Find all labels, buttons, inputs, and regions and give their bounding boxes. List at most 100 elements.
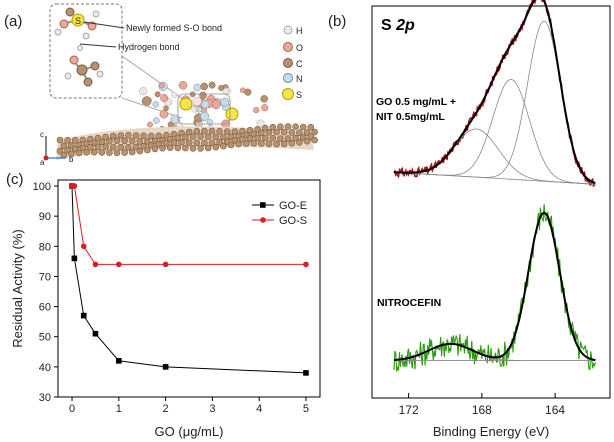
adsorbate-atom	[220, 97, 230, 107]
axis-b-label: b	[69, 155, 74, 164]
surface-atom	[64, 137, 71, 144]
surface-atom	[197, 133, 204, 140]
surface-atom	[277, 135, 284, 142]
surface-atom	[204, 133, 212, 140]
adsorbate-atom	[159, 109, 169, 119]
spectrum-raw-1	[393, 0, 596, 188]
adsorbate-atom	[206, 119, 213, 126]
adsorbate-atom	[153, 117, 160, 124]
spectrum-raw-2	[393, 204, 596, 372]
data-point-go-e	[116, 358, 122, 364]
surface-atom	[265, 129, 273, 136]
surface-atom	[299, 123, 307, 131]
adsorbate-atom	[171, 91, 178, 98]
surface-atom	[121, 149, 128, 156]
bond1-pointer	[83, 21, 125, 29]
fit-envelope-2	[394, 211, 596, 361]
xps-x-tick-label: 172	[399, 403, 419, 417]
surface-atom	[155, 140, 163, 148]
residual-activity-chart: 0 1 2 3 4 5 30 40 50 60 70 80 90 100 GO (μg/mL) Residua…	[10, 179, 321, 439]
surface-atom	[273, 140, 280, 148]
surface-atom	[98, 149, 106, 156]
legend-s: S	[282, 88, 302, 100]
series-line-go-e	[71, 185, 307, 374]
y-tick-label: 90	[39, 211, 51, 223]
adsorbate-sulfur	[179, 97, 193, 111]
inset-box	[49, 3, 123, 99]
surface-atom	[216, 128, 223, 135]
adsorbate-atom	[141, 96, 152, 106]
data-point-go-e	[303, 370, 309, 376]
surface-atom	[258, 129, 265, 137]
surface-atom	[174, 134, 182, 142]
legend-n-label: N	[296, 74, 303, 84]
surface-atom	[109, 143, 117, 151]
surface-atom	[117, 143, 125, 151]
surface-atom	[144, 138, 151, 145]
adsorbate-atom	[261, 104, 269, 112]
xps-title: S 2p	[381, 17, 415, 34]
zoom-line-1	[121, 55, 191, 105]
surface-atom	[231, 128, 239, 135]
surface-atom	[125, 132, 132, 139]
adsorbate-atom	[201, 100, 210, 109]
adsorbate-atom	[200, 82, 208, 91]
surface-atom	[193, 128, 201, 135]
surface-atom	[170, 139, 178, 146]
data-point-go-s	[162, 261, 169, 268]
xps-x-tick-label: 164	[545, 403, 565, 417]
surface-atom	[98, 138, 106, 146]
surface-atom	[75, 149, 83, 157]
surface-atom	[269, 123, 277, 131]
surface-atom	[288, 129, 296, 136]
surface-atom	[269, 134, 277, 142]
y-tick-label: 100	[33, 181, 51, 193]
surface-atom	[227, 141, 235, 149]
data-point-go-e	[92, 330, 99, 337]
xps-xlabel: Binding Energy (eV)	[433, 424, 549, 439]
surface-atom	[155, 132, 163, 140]
bond1-callout: Newly formed S-O bond	[126, 23, 222, 33]
adsorbate-atom	[260, 95, 268, 103]
surface-atom	[242, 140, 250, 147]
adsorbate-atom	[147, 121, 153, 128]
surface-atom	[106, 137, 113, 145]
adsorbate-atom	[253, 107, 260, 114]
y-tick-label: 70	[39, 271, 51, 283]
fit-component-1-1	[394, 128, 596, 185]
surface-atom	[102, 143, 109, 150]
surface-atom	[280, 128, 288, 136]
panel-c: (c) 0 1 2 3 4 5 30 40 50 60 70 80 90 100 GO (μg/mL) Res…	[6, 171, 321, 439]
panel-a-label: (a)	[4, 13, 22, 30]
surface-atom	[56, 136, 64, 144]
surface-atom	[220, 142, 227, 150]
surface-atom	[201, 139, 208, 147]
surface-atom	[83, 149, 90, 156]
xps-x-tick-label: 168	[472, 403, 492, 417]
surface-atom	[189, 145, 197, 152]
legend-label: GO-S	[279, 215, 307, 227]
surface-atom	[254, 134, 261, 142]
x-tick-label: 1	[116, 403, 122, 415]
adsorbate-atom	[256, 119, 265, 128]
legend-c: C	[283, 58, 303, 69]
surface-atom	[197, 145, 204, 152]
data-point-go-e	[80, 312, 87, 319]
surface-atom	[90, 148, 98, 156]
adsorbate-atom	[152, 101, 159, 108]
adsorbate-atom	[196, 106, 203, 113]
adsorbate-atom	[218, 85, 225, 91]
surface-atom	[60, 142, 68, 150]
surface-atom	[109, 132, 117, 140]
adsorbate-atom	[154, 91, 161, 98]
surface-atom	[68, 150, 75, 158]
surface-atom	[136, 147, 144, 155]
surface-atom	[113, 137, 121, 145]
surface-atom	[140, 132, 147, 140]
surface-atom	[125, 144, 132, 151]
adsorbate-atom	[193, 83, 202, 92]
legend-marker	[260, 217, 266, 223]
surface-atom	[185, 139, 193, 146]
adsorbate-atom	[222, 88, 229, 95]
